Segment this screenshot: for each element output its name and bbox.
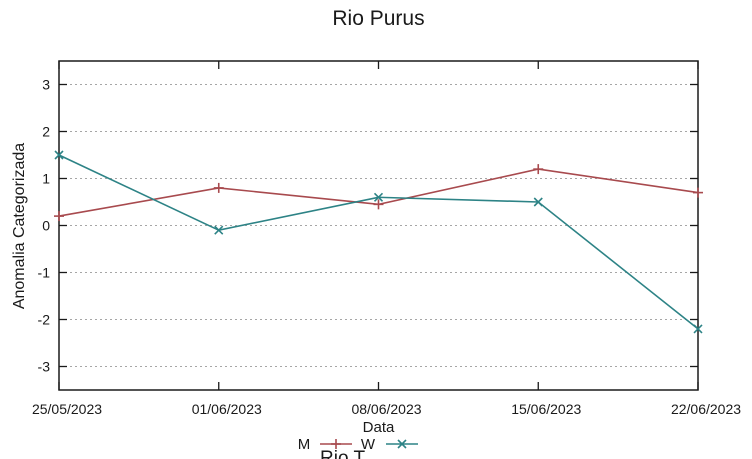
xtick-label: 01/06/2023 bbox=[192, 401, 262, 417]
series-marker-W bbox=[533, 197, 543, 207]
plot-border bbox=[58, 60, 699, 391]
series-line-W bbox=[58, 154, 699, 330]
legend-label-W: W bbox=[361, 436, 376, 453]
legend-label-M: M bbox=[298, 436, 311, 453]
chart-title: Rio Purus bbox=[332, 7, 425, 30]
legend-sample-marker-W bbox=[397, 439, 407, 449]
x-axis-label: Data bbox=[362, 419, 395, 436]
ytick-label: -3 bbox=[38, 359, 51, 375]
xtick-label: 22/06/2023 bbox=[671, 401, 741, 417]
xtick-label: 08/06/2023 bbox=[351, 401, 421, 417]
ytick-label: -2 bbox=[38, 312, 51, 328]
ytick-label: -1 bbox=[38, 265, 51, 281]
xtick-label: 15/06/2023 bbox=[511, 401, 581, 417]
series-marker-W bbox=[54, 150, 64, 160]
clipped-next-chart-title: Rio T bbox=[320, 448, 366, 459]
xtick-label: 25/05/2023 bbox=[32, 401, 102, 417]
ytick-label: 1 bbox=[42, 171, 50, 187]
series-marker-W bbox=[373, 192, 384, 202]
series-marker-W bbox=[214, 225, 224, 235]
ytick-label: 2 bbox=[42, 124, 50, 140]
series-marker-W bbox=[693, 324, 703, 334]
ytick-label: 3 bbox=[42, 77, 50, 93]
ytick-label: 0 bbox=[42, 218, 50, 234]
